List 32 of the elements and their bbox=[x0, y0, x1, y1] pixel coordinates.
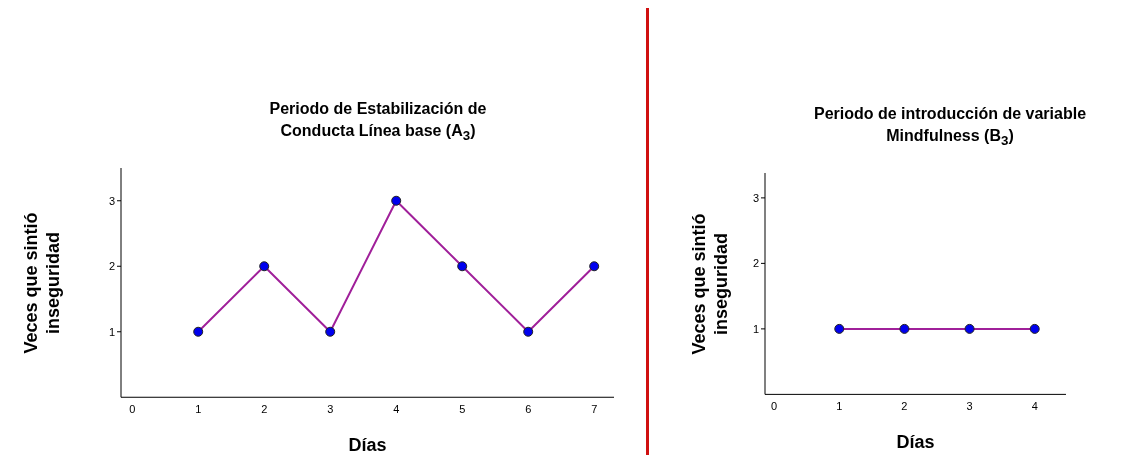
x-tick-label: 3 bbox=[327, 403, 334, 416]
y-tick-label: 1 bbox=[108, 325, 115, 338]
y-axis-title: Veces que sintió inseguridad bbox=[20, 211, 64, 356]
y-axis-title: Veces que sintió inseguridad bbox=[688, 212, 732, 357]
x-tick-label: 6 bbox=[525, 403, 532, 416]
x-tick-label: 2 bbox=[901, 400, 908, 413]
x-tick-label: 0 bbox=[771, 400, 778, 413]
y-tick-label: 3 bbox=[752, 191, 760, 204]
point bbox=[589, 261, 600, 272]
x-tick-label: 5 bbox=[459, 403, 466, 416]
x-tick-label: 3 bbox=[966, 400, 973, 413]
x-tick-label: 4 bbox=[1031, 400, 1038, 413]
point bbox=[523, 326, 534, 337]
point bbox=[391, 195, 402, 206]
y-tick-label: 2 bbox=[108, 260, 115, 273]
x-tick-label: 1 bbox=[195, 403, 202, 416]
y-tick-label: 3 bbox=[108, 194, 115, 207]
x-axis-title: Días bbox=[347, 435, 388, 457]
x-tick-label: 0 bbox=[129, 403, 136, 416]
point bbox=[325, 326, 336, 337]
y-tick-label: 2 bbox=[752, 257, 760, 270]
x-tick-label: 7 bbox=[591, 403, 598, 416]
chart-title: Periodo de introducción de variable Mindfulness (B$_{3}$) bbox=[812, 104, 1088, 151]
point bbox=[457, 261, 468, 272]
chart-title: Periodo de Estabilización de Conducta Línea base (A$_{3}$) bbox=[268, 99, 488, 146]
x-tick-label: 1 bbox=[836, 400, 843, 413]
x-tick-label: 2 bbox=[261, 403, 268, 416]
point bbox=[259, 261, 270, 272]
point bbox=[193, 326, 204, 337]
x-axis-title: Días bbox=[895, 432, 936, 454]
x-tick-label: 4 bbox=[393, 403, 400, 416]
y-tick-label: 1 bbox=[752, 322, 760, 335]
